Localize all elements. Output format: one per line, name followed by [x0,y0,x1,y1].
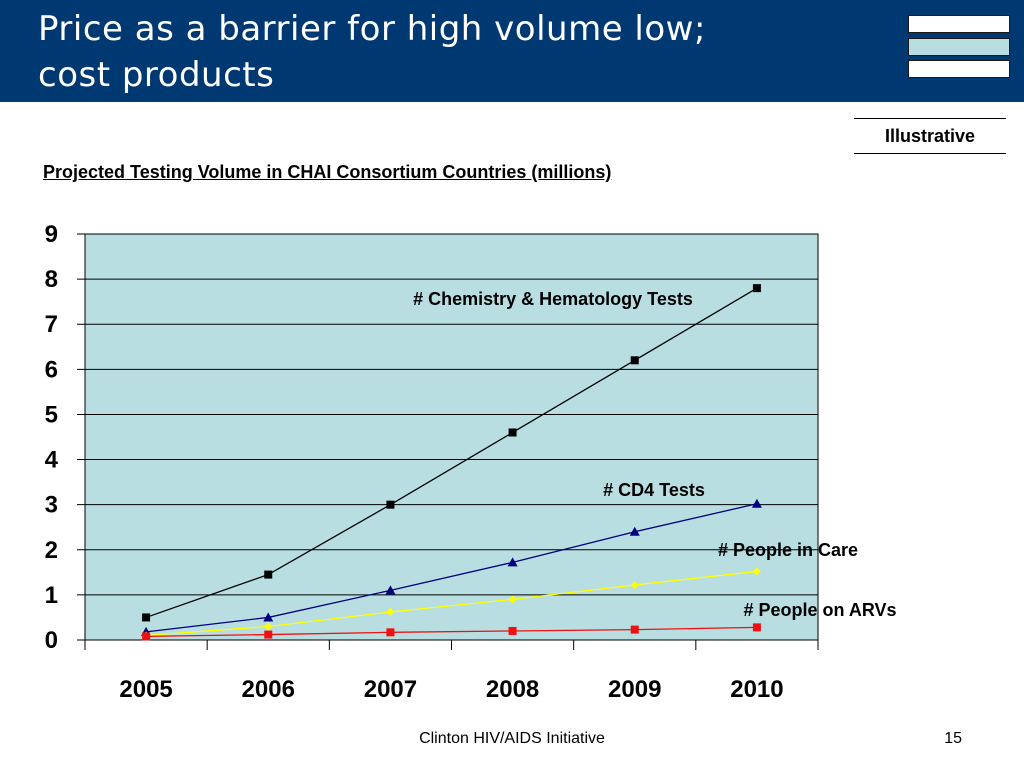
y-tick-label: 3 [45,492,58,519]
y-tick-label: 8 [45,266,58,293]
x-tick-label: 2005 [119,676,172,703]
title-bar: Price as a barrier for high volume low; … [0,0,1024,102]
series-label: # CD4 Tests [603,480,705,500]
footer-organization: Clinton HIV/AIDS Initiative [419,730,605,747]
data-point [264,630,273,639]
data-point [630,625,639,634]
plot-area [84,233,819,641]
series-line [146,503,758,633]
data-point [142,613,151,622]
x-tick-label: 2008 [486,676,539,703]
data-point [386,608,395,617]
series-label: # People on ARVs [743,600,896,620]
data-point [386,500,395,509]
data-point [264,570,273,579]
x-tick-label: 2006 [242,676,295,703]
data-point [508,626,517,635]
x-tick-label: 2007 [364,676,417,703]
data-point [142,632,151,641]
y-tick-label: 5 [45,401,58,428]
data-point [630,580,639,589]
x-tick-label: 2010 [730,676,783,703]
y-tick-label: 6 [45,356,58,383]
y-tick-label: 7 [45,311,58,338]
page-number: 15 [944,730,962,747]
x-tick-label: 2009 [608,676,661,703]
series-line [146,626,757,638]
slide-title-line-2: cost products [38,55,275,95]
data-point [752,284,761,293]
series-label: # Chemistry & Hematology Tests [413,289,693,309]
illustrative-label: Illustrative [854,118,1006,154]
y-tick-label: 9 [45,221,58,248]
data-point [752,623,761,632]
data-point [629,526,640,536]
data-point [508,428,517,437]
series-line [145,287,758,619]
slide-title: Price as a barrier for high volume low; … [38,6,858,98]
decorative-square-bottom [908,60,1010,78]
data-point [264,622,273,631]
data-point [508,595,517,604]
data-point [630,356,639,365]
y-tick-label: 1 [45,582,58,609]
data-point [386,628,395,637]
series-line [146,570,757,637]
chart-title: Projected Testing Volume in CHAI Consort… [43,162,612,182]
series-label: # People in Care [718,540,858,560]
y-tick-label: 4 [45,447,59,474]
data-point [263,612,274,622]
decorative-square-middle [908,38,1010,56]
decorative-square-top [908,15,1010,33]
data-point [507,557,518,567]
data-point [751,498,762,508]
slide-title-line-1: Price as a barrier for high volume low; [38,9,706,49]
y-tick-label: 0 [45,627,58,654]
data-point [385,585,396,595]
y-tick-label: 2 [45,537,58,564]
data-point [752,567,761,576]
